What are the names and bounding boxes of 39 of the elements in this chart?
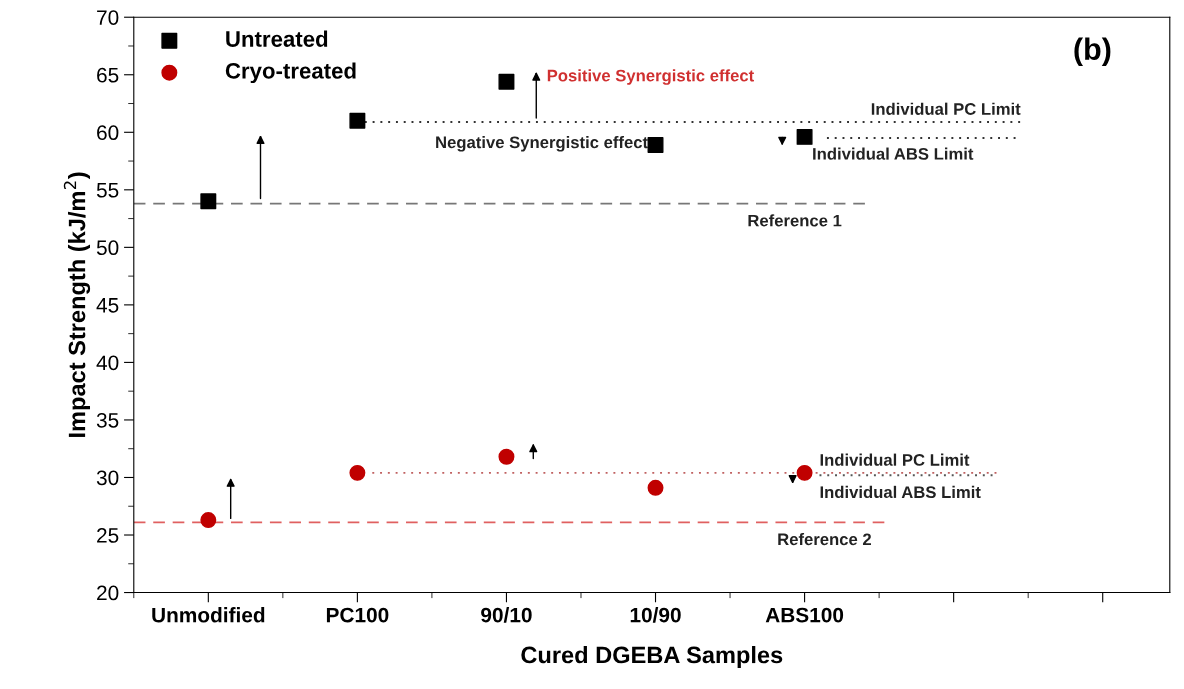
legend-label: Cryo-treated: [225, 62, 356, 84]
legend-label: Untreated: [226, 30, 328, 47]
y-tick-label: 35: [96, 412, 119, 428]
x-tick-label: 10/90: [630, 607, 681, 623]
y-tick-label: 20: [97, 585, 119, 601]
ref-line-label: Reference 2: [778, 532, 871, 546]
ref-line-label: Individual ABS Limit: [820, 485, 981, 499]
point: [647, 136, 664, 153]
y-tick-label: 65: [97, 67, 119, 83]
x-tick-label: 90/10: [481, 607, 532, 623]
y-axis-title: Impact Strength (kJ/m$^{2}$): [63, 172, 91, 437]
x-tick-label: Unmodified: [152, 607, 265, 623]
x-tick-label: ABS100: [765, 607, 844, 623]
y-tick-label: 45: [96, 298, 119, 313]
x-tick-label: PC100: [326, 607, 389, 623]
annotation: Negative Synergistic effect: [436, 135, 648, 152]
annotation: (b): [1074, 37, 1111, 66]
point: [498, 448, 515, 465]
point: [349, 464, 366, 481]
ref-line-label: Individual PC Limit: [820, 453, 970, 466]
ref-line-label: Reference 1: [748, 214, 842, 227]
y-tick-label: 70: [97, 10, 119, 25]
y-tick-label: 40: [96, 355, 119, 371]
x-axis-title: Cured DGEBA Samples: [521, 645, 783, 668]
y-tick-label: 30: [96, 470, 119, 486]
point: [200, 193, 217, 210]
ref-line-label: Individual ABS Limit: [813, 147, 974, 160]
point: [796, 128, 813, 145]
y-tick-label: 55: [96, 183, 119, 198]
point: [349, 112, 366, 129]
y-tick-label: 25: [97, 528, 119, 543]
y-tick-label: 50: [96, 240, 119, 256]
point: [647, 479, 664, 496]
ref-line-label: Individual PC Limit: [871, 102, 1021, 115]
point: [498, 73, 515, 90]
y-tick-label: 60: [97, 125, 119, 141]
point: [200, 512, 217, 529]
point: [796, 464, 813, 481]
annotation: Positive Synergistic effect: [547, 69, 754, 85]
